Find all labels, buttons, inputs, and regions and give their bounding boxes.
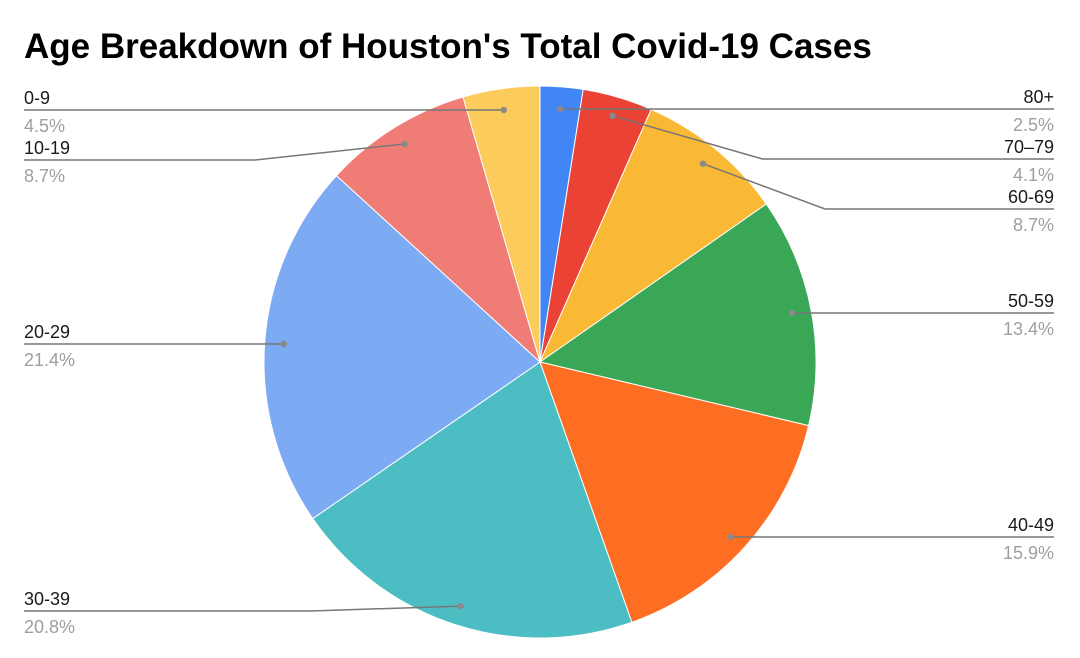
pie-slice-30-39 xyxy=(312,361,633,639)
slice-percent-70-79: 4.1% xyxy=(1013,165,1054,185)
slice-label-80plus: 80+ xyxy=(1023,87,1054,107)
slice-label-0-9: 0-9 xyxy=(24,88,50,108)
slice-label-40-49: 40-49 xyxy=(1008,515,1054,535)
slice-label-10-19: 10-19 xyxy=(24,138,70,158)
slice-label-50-59: 50-59 xyxy=(1008,291,1054,311)
leader-line-10-19 xyxy=(24,143,405,161)
slice-label-30-39: 30-39 xyxy=(24,589,70,609)
slice-percent-50-59: 13.4% xyxy=(1003,319,1054,339)
slice-label-60-69: 60-69 xyxy=(1008,187,1054,207)
leader-line-60-69 xyxy=(702,162,1054,210)
leader-lines xyxy=(24,105,1054,612)
slice-percent-20-29: 21.4% xyxy=(24,350,75,370)
pie-slice-60-69 xyxy=(538,108,768,364)
slice-percent-40-49: 15.9% xyxy=(1003,543,1054,563)
pie-slice-20-29 xyxy=(263,174,541,520)
leader-dot-60-69 xyxy=(699,160,707,167)
leader-dot-40-49 xyxy=(727,533,735,541)
leader-dot-70-79 xyxy=(609,112,616,119)
slice-label-70-79: 70–79 xyxy=(1004,137,1054,157)
slice-percent-60-69: 8.7% xyxy=(1013,215,1054,235)
leader-line-70-79 xyxy=(612,114,1054,160)
slice-label-20-29: 20-29 xyxy=(24,322,70,342)
slice-percent-80plus: 2.5% xyxy=(1013,115,1054,135)
leader-dot-80plus xyxy=(556,105,564,113)
pie-slices xyxy=(263,85,817,639)
chart-title: Age Breakdown of Houston's Total Covid-1… xyxy=(24,27,872,66)
leader-dot-50-59 xyxy=(788,309,796,317)
slice-labels: 80+ 2.5%70–79 4.1%60-69 8.7% 50-59 13.4% 40-49… xyxy=(24,87,1054,637)
pie-slice-10-19 xyxy=(335,96,541,364)
leader-line-30-39 xyxy=(24,605,461,612)
slice-percent-0-9: 4.5% xyxy=(24,116,65,136)
leader-dot-20-29 xyxy=(280,340,288,348)
slice-percent-30-39: 20.8% xyxy=(24,617,75,637)
leader-dot-10-19 xyxy=(401,140,408,148)
pie-slice-40-49 xyxy=(539,361,810,623)
leader-dot-0-9 xyxy=(500,106,507,114)
pie-slice-0-9 xyxy=(462,85,541,363)
leader-dot-30-39 xyxy=(457,602,464,610)
pie-slice-50-59 xyxy=(538,203,817,427)
slice-percent-10-19: 8.7% xyxy=(24,166,65,186)
